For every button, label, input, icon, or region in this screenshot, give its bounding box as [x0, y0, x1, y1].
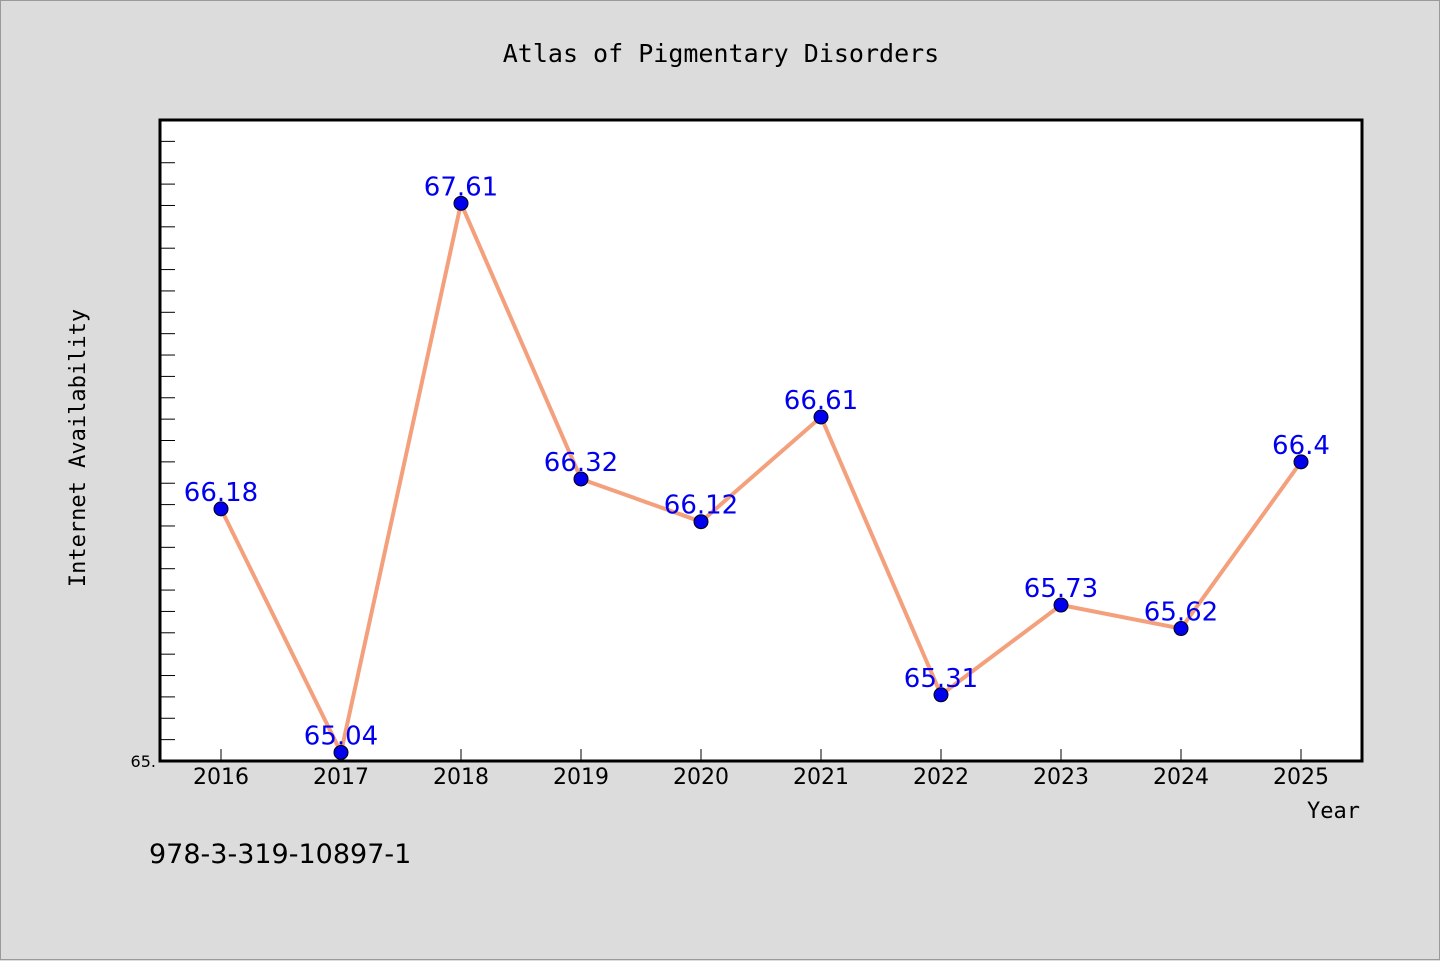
data-label: 65.31	[904, 664, 978, 694]
x-axis-tick-labels: 2016 2017 2018 2019 2020 2021 2022 2023 2024 2025	[193, 765, 1329, 790]
series-markers	[213, 195, 1309, 760]
data-point	[1293, 454, 1309, 470]
data-point	[1053, 597, 1069, 613]
data-label: 66.32	[544, 448, 618, 478]
x-tick-label: 2022	[913, 765, 969, 790]
x-tick-label: 2021	[793, 765, 849, 790]
y-axis-label: Internet Availability	[66, 309, 91, 587]
plot-area	[158, 118, 1364, 763]
x-tick-label: 2023	[1033, 765, 1089, 790]
data-label: 66.61	[784, 386, 858, 416]
data-label: 65.73	[1024, 574, 1098, 604]
data-point	[213, 501, 229, 517]
data-label: 66.12	[664, 491, 738, 521]
data-point	[933, 687, 949, 703]
data-point	[573, 471, 589, 487]
x-axis-label: Year	[1307, 799, 1360, 824]
y-tick-label-min: 65.	[131, 752, 156, 771]
data-point	[333, 744, 349, 760]
data-label: 66.4	[1272, 431, 1330, 461]
footer-code: 978-3-319-10897-1	[149, 839, 411, 870]
y-axis-ticks	[160, 140, 175, 762]
x-tick-label: 2016	[193, 765, 249, 790]
data-labels: 66.18 65.04 67.61 66.32 66.12 66.61 65.31 65.73…	[184, 172, 1330, 751]
data-point	[453, 195, 469, 211]
series-line	[219, 201, 1303, 755]
chart-title: Atlas of Pigmentary Disorders	[503, 39, 940, 68]
series-line-group	[219, 201, 1303, 755]
data-point	[1173, 621, 1189, 637]
data-label: 67.61	[424, 172, 498, 202]
data-label: 65.04	[304, 721, 378, 751]
data-point	[813, 409, 829, 425]
data-point	[693, 514, 709, 530]
x-tick-label: 2020	[673, 765, 729, 790]
x-tick-label: 2017	[313, 765, 369, 790]
data-label: 66.18	[184, 478, 258, 508]
x-tick-label: 2024	[1153, 765, 1209, 790]
x-tick-label: 2025	[1273, 765, 1329, 790]
x-tick-label: 2018	[433, 765, 489, 790]
data-label: 65.62	[1144, 598, 1218, 628]
x-axis-ticks	[220, 749, 1302, 761]
x-tick-label: 2019	[553, 765, 609, 790]
